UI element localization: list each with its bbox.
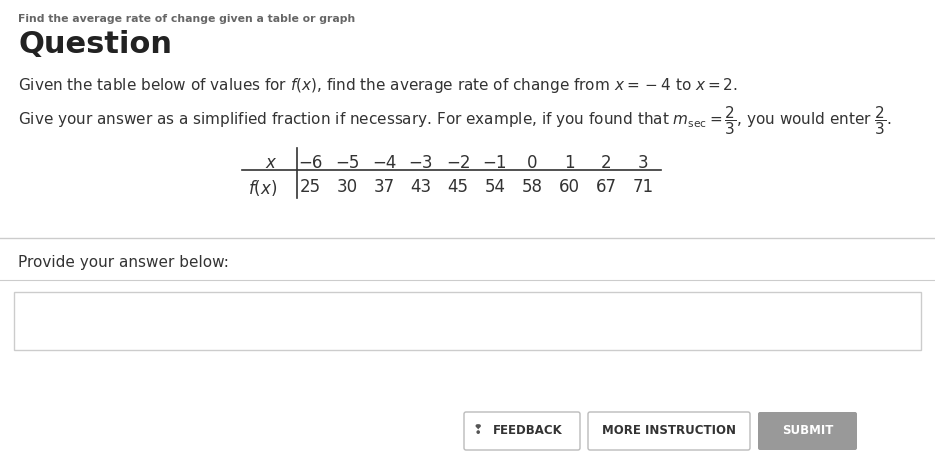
Text: SUBMIT: SUBMIT — [782, 425, 833, 438]
Text: MORE INSTRUCTION: MORE INSTRUCTION — [602, 425, 736, 438]
Text: 58: 58 — [522, 178, 542, 196]
FancyBboxPatch shape — [588, 412, 750, 450]
Text: −2: −2 — [446, 154, 470, 172]
Text: $f(x)$: $f(x)$ — [248, 178, 277, 198]
FancyBboxPatch shape — [14, 292, 921, 350]
Text: 60: 60 — [558, 178, 580, 196]
Text: −3: −3 — [409, 154, 433, 172]
Text: Give your answer as a simplified fraction if necessary. For example, if you foun: Give your answer as a simplified fractio… — [18, 104, 892, 137]
Text: −4: −4 — [372, 154, 396, 172]
Text: ❢: ❢ — [473, 425, 483, 438]
Text: 67: 67 — [596, 178, 616, 196]
Text: 2: 2 — [600, 154, 611, 172]
Text: 1: 1 — [564, 154, 574, 172]
Text: 71: 71 — [632, 178, 654, 196]
Text: 45: 45 — [448, 178, 468, 196]
Text: −5: −5 — [335, 154, 359, 172]
Text: −6: −6 — [298, 154, 323, 172]
Text: Question: Question — [18, 30, 172, 59]
Text: 30: 30 — [337, 178, 357, 196]
Text: 43: 43 — [410, 178, 432, 196]
Text: FEEDBACK: FEEDBACK — [493, 425, 563, 438]
Text: $x$: $x$ — [265, 154, 277, 172]
FancyBboxPatch shape — [758, 412, 857, 450]
Text: 54: 54 — [484, 178, 506, 196]
Text: Find the average rate of change given a table or graph: Find the average rate of change given a … — [18, 14, 355, 24]
Text: 3: 3 — [638, 154, 648, 172]
Text: 0: 0 — [526, 154, 538, 172]
Text: Given the table below of values for $f(x)$, find the average rate of change from: Given the table below of values for $f(x… — [18, 76, 738, 95]
Text: 25: 25 — [299, 178, 321, 196]
Text: Provide your answer below:: Provide your answer below: — [18, 255, 229, 270]
FancyBboxPatch shape — [464, 412, 580, 450]
Text: −1: −1 — [482, 154, 508, 172]
Text: 37: 37 — [373, 178, 395, 196]
